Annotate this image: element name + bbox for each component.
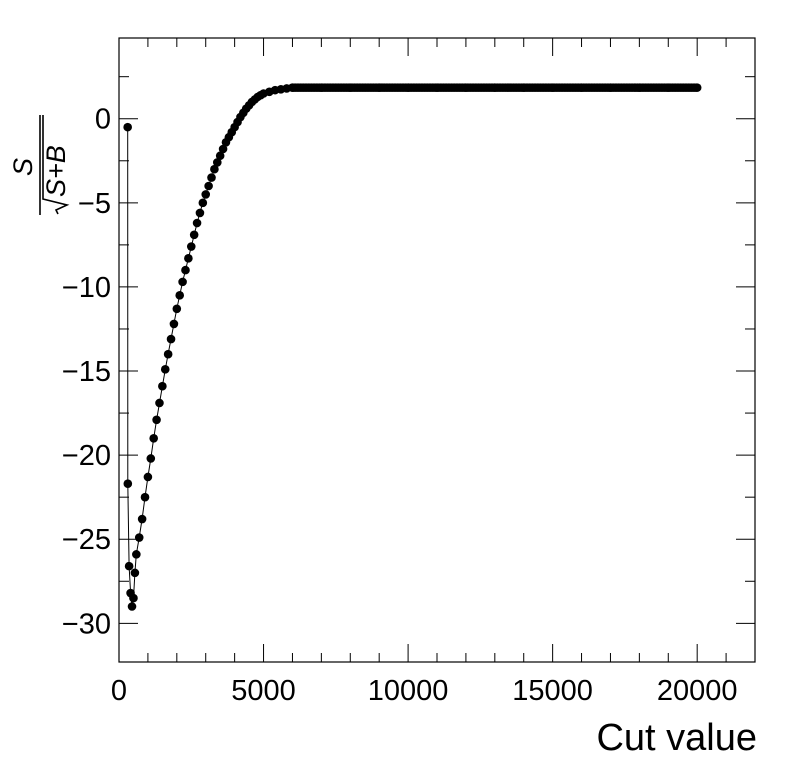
y-axis-title: S S+B <box>8 115 71 215</box>
x-axis-title: Cut value <box>596 717 757 759</box>
data-point <box>169 319 179 329</box>
y-tick-label: −20 <box>62 440 111 472</box>
data-point <box>195 208 205 218</box>
data-point <box>519 83 529 92</box>
data-points <box>123 83 702 611</box>
data-point <box>207 173 216 182</box>
data-point <box>198 198 208 208</box>
data-point <box>218 144 228 154</box>
data-point <box>146 454 156 463</box>
data-point <box>432 83 442 92</box>
y-tick-label: −15 <box>62 356 111 388</box>
data-point <box>127 602 137 611</box>
x-tick-label: 20000 <box>657 675 738 707</box>
x-tick-label: 10000 <box>368 675 449 707</box>
data-point <box>175 291 185 300</box>
data-point <box>178 277 187 287</box>
data-point <box>132 550 141 559</box>
x-tick-label: 5000 <box>231 675 296 707</box>
plot-frame <box>118 37 756 663</box>
data-point <box>163 349 173 359</box>
data-point <box>155 398 164 408</box>
data-point <box>606 83 615 92</box>
data-point <box>374 83 384 92</box>
data-point <box>130 568 140 578</box>
data-point <box>123 479 133 489</box>
data-point <box>215 151 225 161</box>
data-point <box>490 83 500 92</box>
data-point <box>149 434 158 443</box>
data-point <box>124 561 134 571</box>
data-point <box>577 83 586 92</box>
data-point <box>663 83 673 92</box>
data-point <box>288 83 297 92</box>
data-point <box>317 83 326 92</box>
axis-ticks <box>118 38 756 662</box>
y-tick-label: −30 <box>62 608 111 640</box>
data-point <box>140 492 150 502</box>
data-point <box>158 381 167 391</box>
data-point <box>134 533 144 542</box>
y-tick-label: −5 <box>78 188 111 220</box>
y-tick-label: 0 <box>95 104 111 136</box>
sqrt-sign-icon <box>42 115 70 215</box>
data-point <box>181 265 190 275</box>
data-point <box>345 83 355 92</box>
tick-labels: 0 5000 10000 15000 20000 −30 −25 −20 −15 −10 −5 0 <box>62 104 738 707</box>
data-point <box>186 242 196 251</box>
data-point <box>123 122 132 132</box>
y-axis-title-denominator: S+B <box>41 145 71 197</box>
x-tick-label: 0 <box>111 675 127 707</box>
y-tick-label: −10 <box>62 272 111 304</box>
data-point <box>192 218 202 228</box>
data-point <box>548 83 557 92</box>
data-point <box>201 190 211 199</box>
data-point <box>204 181 213 191</box>
x-tick-label: 15000 <box>512 675 593 707</box>
data-point <box>212 158 222 167</box>
data-point <box>129 593 138 603</box>
data-point <box>210 164 219 174</box>
data-point <box>152 415 161 425</box>
data-point <box>137 514 147 524</box>
data-point <box>143 472 153 482</box>
data-point <box>403 83 413 92</box>
data-point <box>160 365 170 374</box>
data-point <box>184 254 193 263</box>
data-point <box>635 83 644 92</box>
data-point <box>189 230 199 240</box>
data-point <box>461 83 471 92</box>
data-point <box>172 304 182 314</box>
y-axis-title-numerator: S <box>8 158 38 176</box>
y-tick-label: −25 <box>62 524 111 556</box>
data-point <box>166 334 176 344</box>
data-point <box>692 83 702 92</box>
